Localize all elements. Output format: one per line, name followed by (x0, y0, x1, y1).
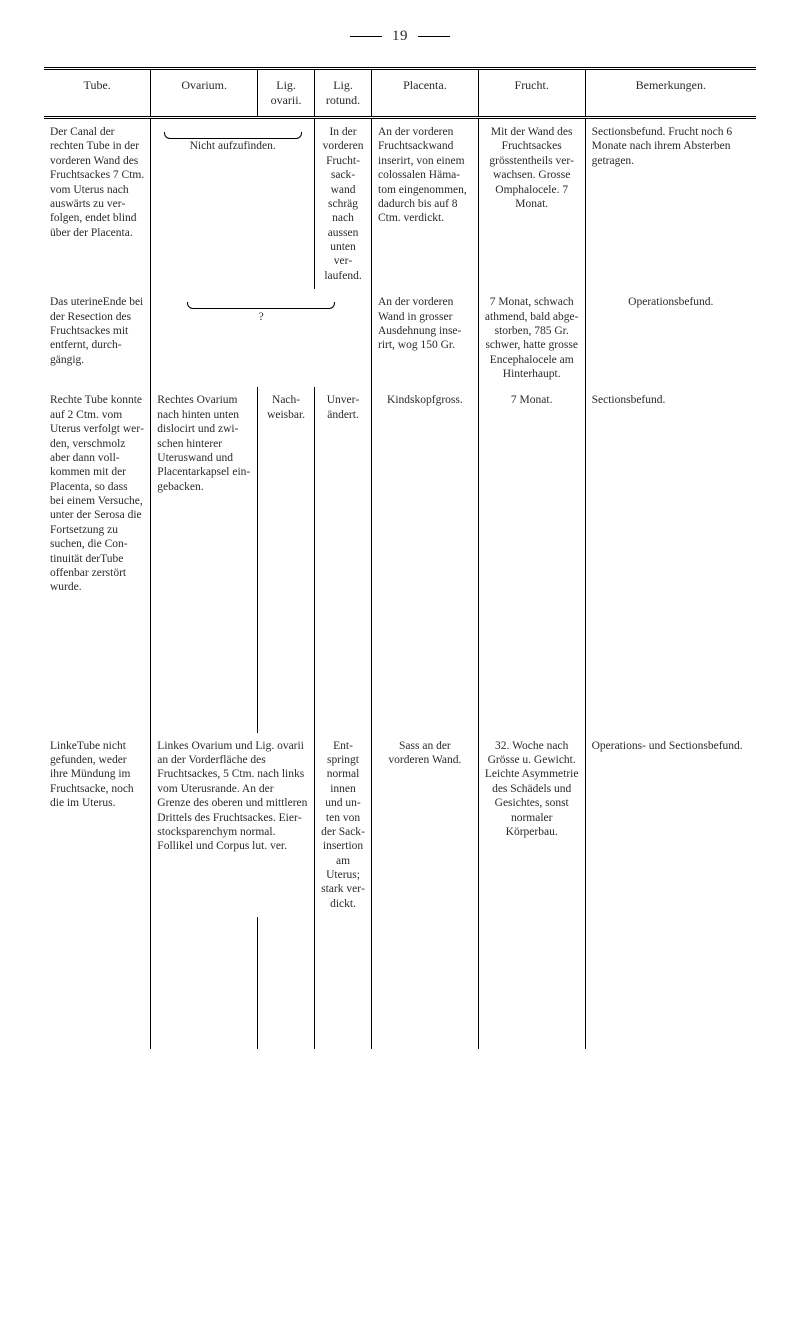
cell-frucht: 7 Monat. (478, 387, 585, 600)
cell-tube: LinkeTube nicht gefunden, weder ihre Mün… (44, 733, 151, 918)
brace-icon (164, 132, 302, 139)
table-row-spacer (44, 601, 756, 733)
col-header-ovarium: Ovarium. (151, 69, 258, 118)
cell-bemerk: Operations­befund. (585, 289, 756, 387)
cell-lig-rotund: Ent­springt normal innen und un­ten von … (315, 733, 372, 918)
table-row: Das uterineEnde bei der Resec­tion des F… (44, 289, 756, 387)
col-header-placenta: Placenta. (372, 69, 479, 118)
cell-tube: Rechte Tube konnte auf 2 Ctm. vom Ute­ru… (44, 387, 151, 600)
cell-ovarium-q: ? (151, 289, 372, 387)
table-row: LinkeTube nicht gefunden, weder ihre Mün… (44, 733, 756, 918)
table-row-spacer (44, 917, 756, 1049)
data-table: Tube. Ovarium. Lig. ovarii. Lig. rotund.… (44, 67, 756, 1049)
cell-placenta: Sass an der vorderen Wand. (372, 733, 479, 918)
col-header-lig-rotund: Lig. rotund. (315, 69, 372, 118)
cell-placenta: An der vor­deren Fruchtsack­wand inse­ri… (372, 118, 479, 290)
cell-placenta: An der vor­deren Wand in grosser Ausdeh­… (372, 289, 479, 387)
cell-text: Nicht aufzufinden. (190, 140, 276, 152)
cell-ovarium-span: Nicht aufzufinden. (151, 118, 315, 290)
table-row: Der Canal der rechten Tube in der vorder… (44, 118, 756, 290)
col-header-frucht: Frucht. (478, 69, 585, 118)
cell-frucht: 32. Woche nach Grösse u. Gewicht. Leicht… (478, 733, 585, 918)
cell-lig-rotund: Unver­ändert. (315, 387, 372, 600)
col-header-bemerk: Bemerkungen. (585, 69, 756, 118)
cell-frucht: 7 Monat, schwach athmend, bald abge­stor… (478, 289, 585, 387)
brace-icon (187, 302, 334, 309)
page-number-value: 19 (392, 28, 408, 44)
table-header-row: Tube. Ovarium. Lig. ovarii. Lig. rotund.… (44, 69, 756, 118)
page-number: 19 (44, 28, 756, 45)
cell-bemerk: Sectionsbefund. Frucht noch 6 Monate nac… (585, 118, 756, 290)
cell-bemerk: Sectionsbefund. (585, 387, 756, 600)
page-container: 19 Tube. Ovarium. Lig. ovarii. Lig. rotu… (0, 0, 800, 1331)
cell-lig-ovarii: Nach­weis­bar. (258, 387, 315, 600)
cell-placenta: Kindskopf­gross. (372, 387, 479, 600)
cell-text: ? (259, 310, 264, 324)
cell-ovarium: Rechtes Ovarium nach hinten unten dislo­… (151, 387, 258, 600)
cell-bemerk: Operations- und Sectionsbefund. (585, 733, 756, 918)
cell-ovarium-span3: Linkes Ovarium und Lig. ovarii an der Vo… (151, 733, 315, 918)
cell-tube: Das uterineEnde bei der Resec­tion des F… (44, 289, 151, 387)
table-row: Rechte Tube konnte auf 2 Ctm. vom Ute­ru… (44, 387, 756, 600)
cell-lig-rotund: In der vorde­ren Frucht­sack­wand schräg… (315, 118, 372, 290)
cell-tube: Der Canal der rechten Tube in der vorder… (44, 118, 151, 290)
col-header-tube: Tube. (44, 69, 151, 118)
cell-frucht: Mit der Wand des Frucht­sackes grössten­… (478, 118, 585, 290)
col-header-lig-ovarii: Lig. ovarii. (258, 69, 315, 118)
